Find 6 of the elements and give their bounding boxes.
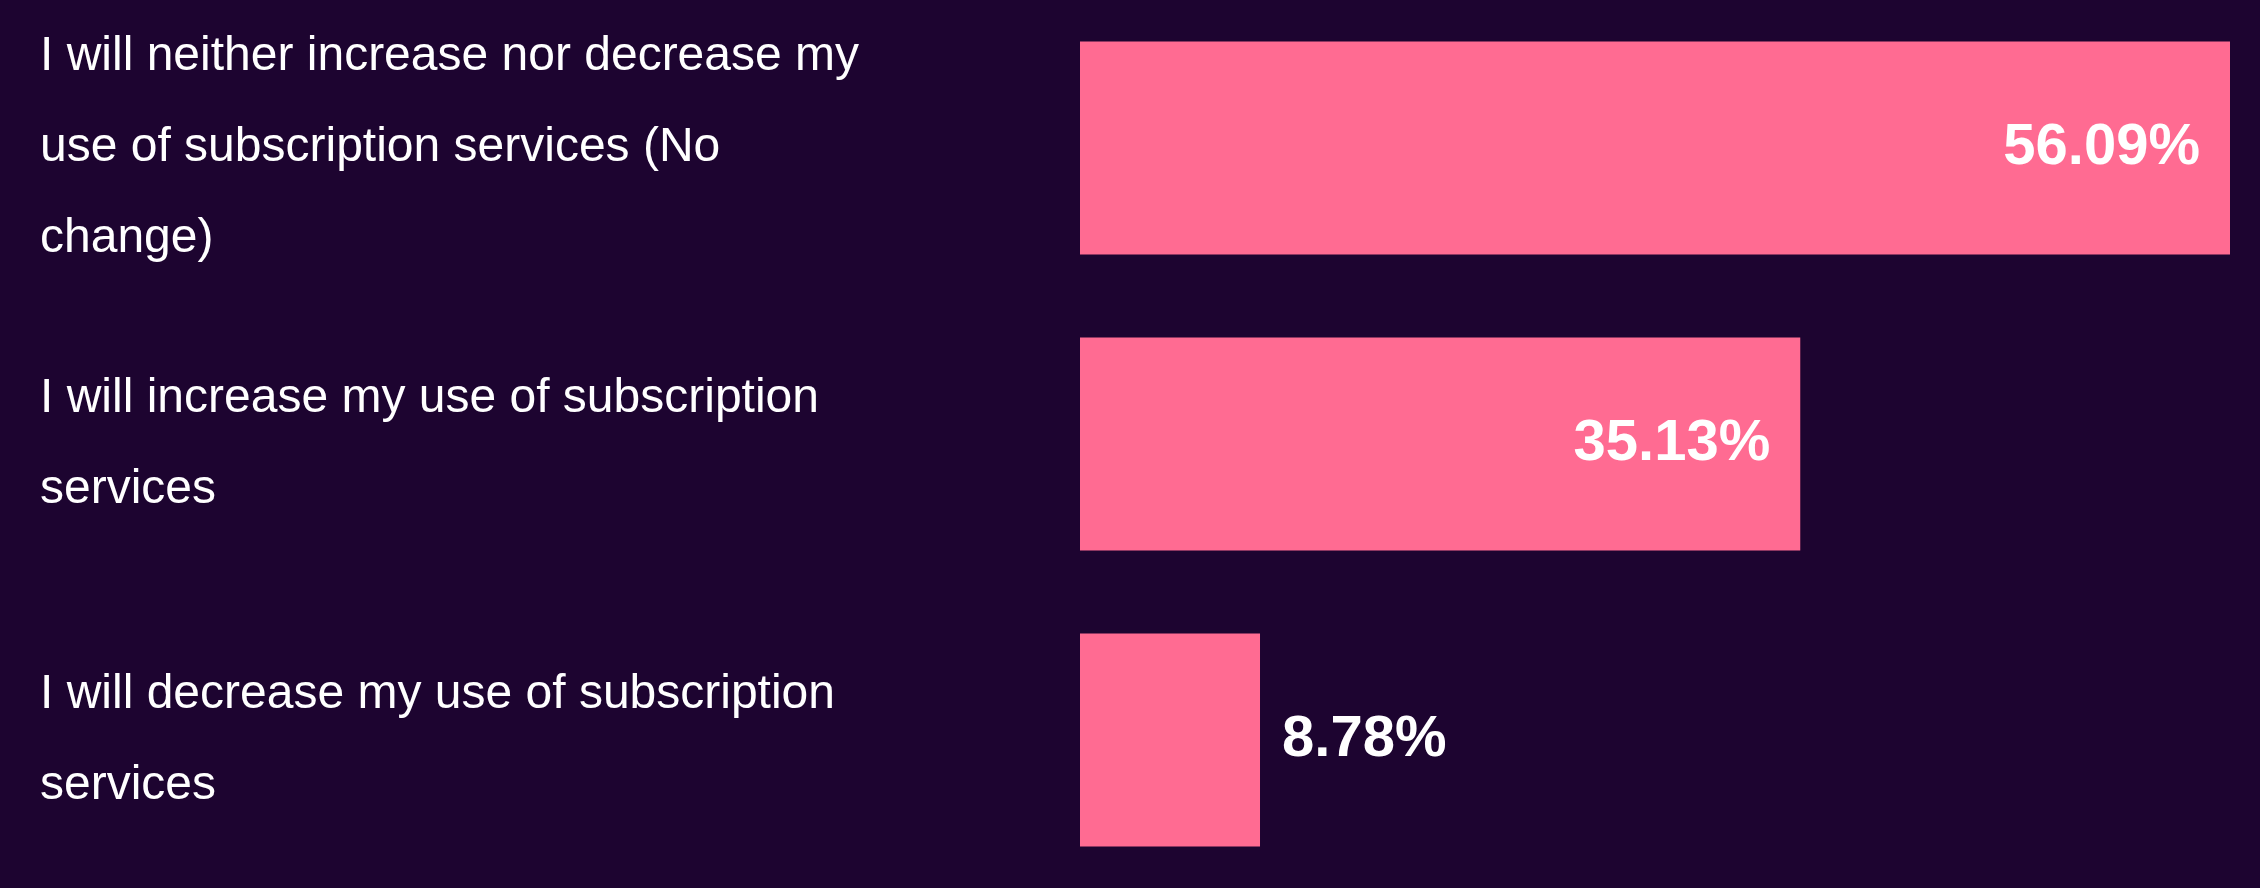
y-tick-label: I will decrease my use of subscription services [40,664,835,809]
data-label: 8.78% [1282,703,1447,768]
y-tick-label: I will increase my use of subscription services [40,368,819,513]
data-label: 35.13% [1573,407,1771,472]
data-label: 56.09% [2003,111,2200,176]
y-tick-label: I will neither increase nor decrease my use of subscription services (No change) [40,27,860,263]
